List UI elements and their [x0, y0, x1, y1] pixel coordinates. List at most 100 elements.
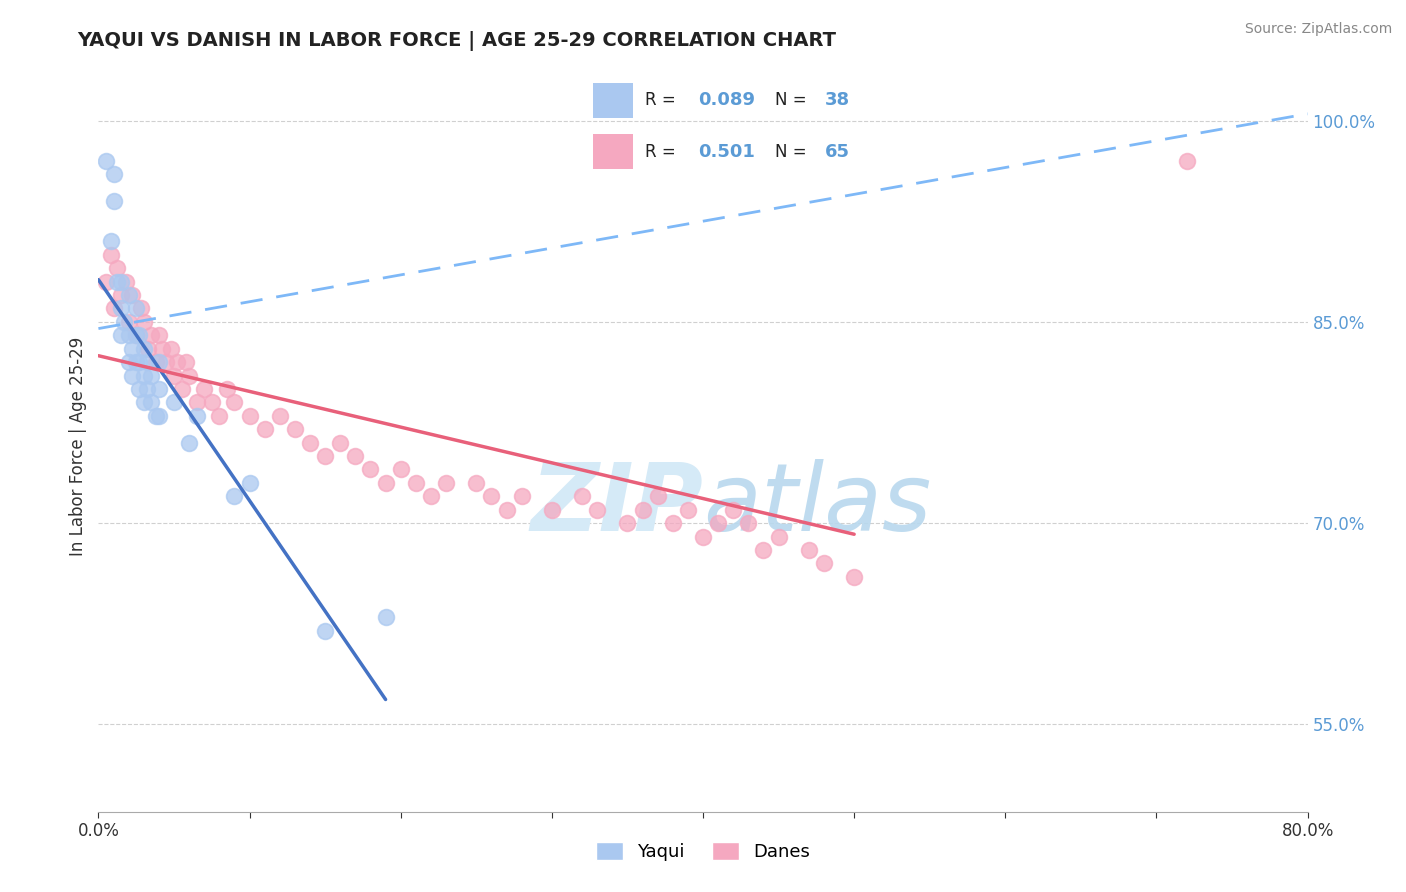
- Point: [797, 543, 820, 558]
- Point: [121, 288, 143, 302]
- Legend: Yaqui, Danes: Yaqui, Danes: [589, 835, 817, 869]
- Point: [148, 355, 170, 369]
- Point: [100, 235, 122, 249]
- Point: [692, 530, 714, 544]
- Point: [723, 502, 745, 516]
- Point: [118, 288, 141, 302]
- Point: [135, 382, 157, 396]
- Point: [148, 382, 170, 396]
- Point: [707, 516, 730, 531]
- Point: [145, 355, 167, 369]
- Text: 0.089: 0.089: [697, 91, 755, 110]
- Point: [148, 409, 170, 423]
- Text: 0.501: 0.501: [697, 143, 755, 161]
- Point: [129, 301, 152, 316]
- Point: [135, 355, 157, 369]
- Point: [132, 395, 155, 409]
- Text: R =: R =: [645, 143, 682, 161]
- Point: [125, 301, 148, 316]
- Point: [314, 449, 336, 463]
- Text: N =: N =: [775, 143, 813, 161]
- Text: 38: 38: [825, 91, 849, 110]
- Point: [132, 342, 155, 356]
- Point: [125, 355, 148, 369]
- Point: [224, 489, 246, 503]
- Point: [269, 409, 291, 423]
- Point: [166, 355, 188, 369]
- Point: [145, 409, 167, 423]
- Point: [110, 288, 132, 302]
- Point: [141, 395, 163, 409]
- Point: [201, 395, 224, 409]
- Point: [103, 167, 125, 181]
- Point: [141, 328, 163, 343]
- Point: [118, 355, 141, 369]
- Point: [110, 301, 132, 316]
- Point: [215, 382, 238, 396]
- Text: Source: ZipAtlas.com: Source: ZipAtlas.com: [1244, 22, 1392, 37]
- Point: [94, 275, 117, 289]
- Point: [586, 502, 609, 516]
- Point: [465, 475, 488, 490]
- Point: [136, 342, 159, 356]
- Point: [121, 342, 143, 356]
- Point: [616, 516, 638, 531]
- Point: [121, 368, 143, 383]
- Point: [374, 475, 396, 490]
- Point: [314, 624, 336, 638]
- Point: [813, 557, 835, 571]
- Point: [174, 355, 197, 369]
- Point: [170, 382, 193, 396]
- Point: [676, 502, 699, 516]
- Point: [208, 409, 231, 423]
- Point: [510, 489, 533, 503]
- Point: [105, 261, 128, 276]
- Point: [389, 462, 412, 476]
- Point: [495, 502, 517, 516]
- Point: [179, 368, 201, 383]
- Point: [141, 368, 163, 383]
- Text: 65: 65: [825, 143, 849, 161]
- Text: atlas: atlas: [703, 459, 931, 550]
- Point: [132, 315, 155, 329]
- Point: [114, 275, 136, 289]
- Point: [179, 435, 201, 450]
- Point: [163, 368, 186, 383]
- Point: [150, 342, 173, 356]
- Point: [844, 570, 866, 584]
- Point: [186, 395, 208, 409]
- Point: [224, 395, 246, 409]
- Point: [540, 502, 562, 516]
- Point: [148, 328, 170, 343]
- Point: [752, 543, 775, 558]
- Point: [239, 409, 262, 423]
- Point: [737, 516, 759, 531]
- Point: [571, 489, 593, 503]
- Point: [374, 610, 396, 624]
- Y-axis label: In Labor Force | Age 25-29: In Labor Force | Age 25-29: [69, 336, 87, 556]
- Point: [155, 355, 177, 369]
- Point: [163, 395, 186, 409]
- Bar: [593, 134, 633, 169]
- Point: [103, 301, 125, 316]
- Text: YAQUI VS DANISH IN LABOR FORCE | AGE 25-29 CORRELATION CHART: YAQUI VS DANISH IN LABOR FORCE | AGE 25-…: [77, 31, 837, 51]
- Text: ZIP: ZIP: [530, 458, 703, 550]
- Point: [434, 475, 457, 490]
- Point: [118, 328, 141, 343]
- Point: [631, 502, 654, 516]
- Point: [105, 275, 128, 289]
- Point: [112, 315, 135, 329]
- Point: [100, 248, 122, 262]
- Point: [103, 194, 125, 208]
- Point: [661, 516, 683, 531]
- Point: [647, 489, 669, 503]
- Point: [239, 475, 262, 490]
- Text: N =: N =: [775, 91, 813, 110]
- Point: [299, 435, 322, 450]
- Point: [253, 422, 276, 436]
- Point: [193, 382, 215, 396]
- Text: R =: R =: [645, 91, 682, 110]
- Point: [132, 368, 155, 383]
- Point: [284, 422, 307, 436]
- Point: [125, 328, 148, 343]
